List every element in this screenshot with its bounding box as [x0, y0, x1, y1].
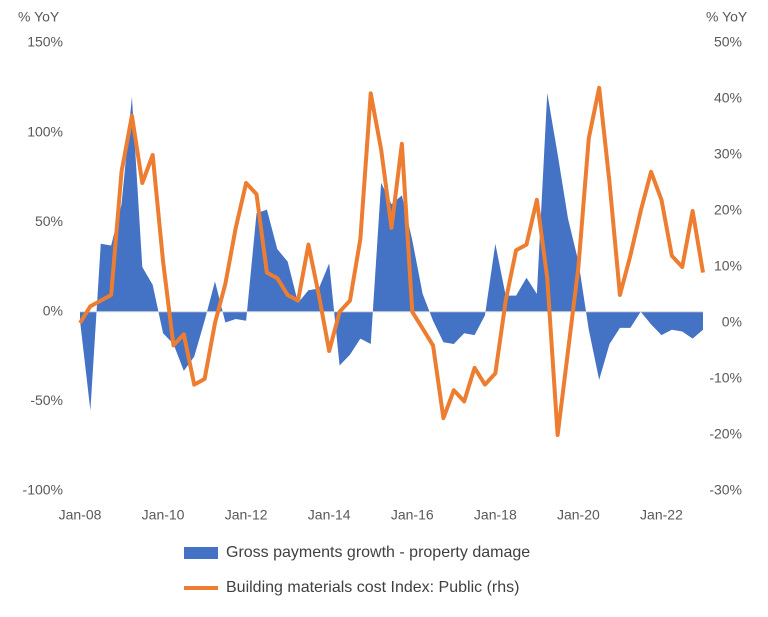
legend-label: Gross payments growth - property damage: [226, 544, 530, 561]
y-tick-label: 100%: [27, 123, 63, 139]
y-tick-label: 0%: [43, 303, 63, 319]
legend-label: Building materials cost Index: Public (r…: [226, 579, 519, 596]
y2-tick-label: 10%: [714, 258, 742, 274]
y-axis-label: % YoY: [18, 9, 60, 25]
line: [78, 85, 705, 437]
x-tick-label: Jan-22: [640, 507, 683, 523]
y2-axis-label: % YoY: [706, 9, 748, 25]
x-tick-label: Jan-08: [59, 507, 102, 523]
y-tick-label: 50%: [35, 213, 63, 229]
y2-tick-label: 20%: [714, 202, 742, 218]
x-tick-label: Jan-18: [474, 507, 517, 523]
y2-tick-label: 30%: [714, 146, 742, 162]
legend-swatch: [184, 547, 218, 559]
y-tick-label: 150%: [27, 34, 63, 50]
x-tick-label: Jan-12: [225, 507, 268, 523]
x-tick-label: Jan-14: [308, 507, 351, 523]
x-tick-label: Jan-10: [142, 507, 185, 523]
area: [80, 93, 703, 411]
y-tick-label: -50%: [30, 392, 63, 408]
y2-tick-label: -10%: [709, 370, 742, 386]
y2-tick-label: 40%: [714, 90, 742, 106]
y-tick-label: -100%: [23, 482, 63, 498]
y2-tick-label: 0%: [722, 314, 742, 330]
y2-tick-label: 50%: [714, 34, 742, 50]
y2-tick-label: -20%: [709, 426, 742, 442]
x-tick-label: Jan-16: [391, 507, 434, 523]
x-tick-label: Jan-20: [557, 507, 600, 523]
y2-tick-label: -30%: [709, 482, 742, 498]
